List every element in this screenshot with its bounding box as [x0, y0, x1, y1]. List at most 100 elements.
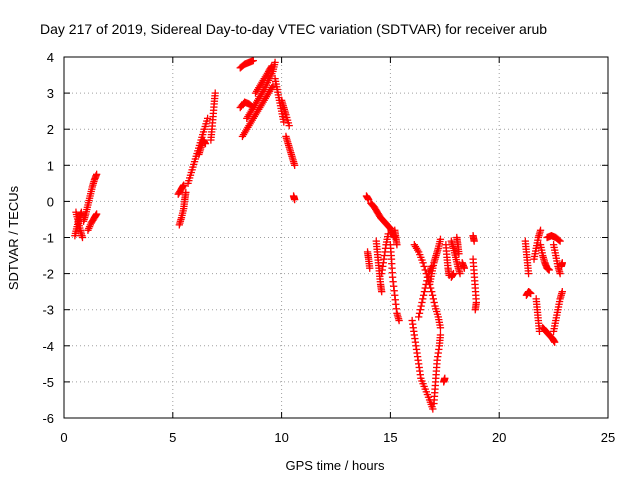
data-point-marker	[460, 264, 469, 272]
y-tick-labels: -6 -5 -4 -3 -2 -1 0 1 2 3 4	[42, 50, 54, 426]
data-point-marker	[558, 287, 566, 296]
y-tick-label: 2	[47, 122, 54, 137]
data-point-marker	[535, 327, 544, 336]
y-tick-label: -2	[42, 267, 54, 282]
data-point-marker	[189, 163, 197, 171]
data-point-marker	[436, 235, 445, 243]
data-point-marker	[203, 114, 212, 123]
y-tick-label: 4	[47, 50, 54, 65]
x-tick-label: 5	[169, 430, 176, 445]
data-point-marker	[431, 302, 439, 310]
data-point-marker	[527, 289, 535, 298]
x-tick-labels: 0 5 10 15 20 25	[60, 430, 615, 445]
data-point-marker	[291, 195, 299, 204]
data-point-marker	[185, 176, 193, 185]
data-point-marker	[186, 171, 195, 179]
data-point-marker	[449, 269, 458, 278]
data-point-marker	[419, 259, 427, 267]
axis-ticks	[63, 56, 609, 419]
data-point-marker	[524, 269, 533, 278]
y-tick-label: 0	[47, 194, 54, 209]
data-point-marker	[436, 324, 445, 332]
data-point-marker	[558, 259, 566, 267]
data-point-marker	[432, 307, 441, 316]
data-point-marker	[268, 62, 276, 70]
data-point-marker	[184, 179, 192, 188]
data-point-marker	[432, 305, 440, 313]
data-point-marker	[190, 158, 199, 166]
y-tick-label: -4	[42, 339, 54, 354]
data-point-marker	[366, 264, 374, 272]
data-point-marker	[415, 313, 423, 321]
data-point-marker	[422, 388, 430, 396]
y-axis-label: SDTVAR / TECUs	[6, 185, 21, 290]
data-point-marker	[441, 374, 449, 382]
data-point-marker	[429, 405, 437, 413]
x-tick-label: 10	[274, 430, 288, 445]
data-point-marker	[415, 309, 424, 317]
data-point-marker	[428, 287, 436, 296]
data-point-marker	[555, 236, 563, 244]
data-point-marker	[416, 306, 424, 314]
data-point-marker	[471, 306, 479, 314]
data-point-marker	[420, 287, 429, 296]
data-point-marker	[283, 116, 292, 124]
data-point-marker	[423, 390, 432, 399]
data-point-marker	[78, 233, 87, 242]
data-point-marker	[421, 284, 429, 292]
y-tick-label: -1	[42, 231, 54, 246]
data-point-marker	[536, 226, 545, 234]
data-point-marker	[455, 250, 463, 258]
data-point-marker	[417, 253, 425, 262]
data-point-marker	[190, 160, 198, 169]
chart-title: Day 217 of 2019, Sidereal Day-to-day VTE…	[40, 21, 547, 37]
y-tick-label: -5	[42, 375, 54, 390]
data-point-marker	[283, 113, 291, 122]
data-point-marker	[419, 291, 428, 299]
data-point-marker	[280, 118, 288, 126]
data-point-marker	[187, 168, 195, 177]
data-point-marker	[433, 310, 442, 318]
data-point-marker	[456, 269, 464, 278]
data-point-marker	[186, 174, 194, 182]
data-point-marker	[203, 117, 211, 125]
data-point-marker	[378, 287, 386, 296]
y-tick-label: -6	[42, 411, 54, 426]
data-point-marker	[199, 128, 208, 136]
data-point-marker	[428, 291, 437, 299]
x-tick-label: 15	[383, 430, 397, 445]
data-point-marker	[556, 237, 564, 245]
data-point-marker	[384, 230, 392, 238]
data-point-marker	[188, 166, 196, 174]
data-point-marker	[211, 89, 219, 97]
data-point-marker	[420, 262, 428, 271]
data-point-marker	[201, 122, 209, 131]
data-point-marker	[92, 210, 101, 218]
y-tick-label: 1	[47, 158, 54, 173]
data-points	[71, 56, 566, 413]
data-point-marker	[418, 298, 426, 307]
data-point-marker	[423, 277, 431, 285]
data-point-marker	[430, 298, 438, 307]
data-point-marker	[271, 58, 279, 67]
grid-lines	[64, 57, 608, 418]
data-point-marker	[421, 385, 429, 393]
data-point-marker	[436, 331, 445, 339]
data-point-marker	[418, 377, 426, 385]
data-point-marker	[419, 380, 427, 388]
data-point-marker	[200, 125, 209, 133]
y-tick-label: -3	[42, 303, 54, 318]
data-point-marker	[419, 295, 427, 303]
data-point-marker	[202, 120, 210, 128]
x-axis-label: GPS time / hours	[286, 458, 385, 473]
x-tick-label: 25	[601, 430, 615, 445]
data-point-marker	[285, 121, 293, 130]
data-point-marker	[545, 266, 553, 274]
data-point-marker	[395, 316, 403, 325]
data-point-marker	[284, 119, 293, 127]
data-point-marker	[417, 302, 425, 310]
data-point-marker	[417, 374, 425, 382]
data-point-marker	[191, 155, 200, 163]
data-point-marker	[556, 269, 564, 278]
x-tick-label: 0	[60, 430, 67, 445]
